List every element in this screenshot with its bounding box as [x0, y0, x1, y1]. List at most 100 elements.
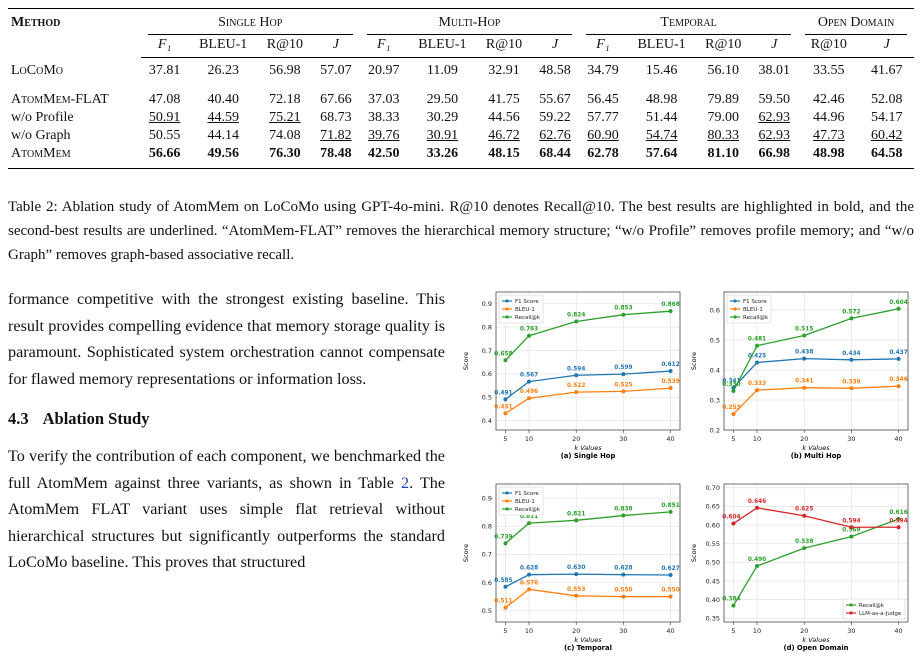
x-axis-label: k Values [802, 636, 830, 644]
data-label: 0.333 [748, 381, 766, 387]
table-caption: Table 2: Ablation study of AtomMem on Lo… [8, 199, 914, 263]
value-cell: 72.18 [269, 92, 301, 107]
point [755, 343, 760, 348]
column-header: BLEU-1 [407, 36, 478, 58]
point [503, 411, 508, 416]
point [849, 316, 854, 321]
value-cell: 52.08 [870, 92, 903, 107]
value-cell: 50.91 [148, 110, 181, 125]
y-tick-label: 0.3 [710, 396, 720, 404]
value-cell: 44.14 [207, 128, 239, 143]
x-tick-label: 20 [572, 627, 580, 635]
value-cell: 48.15 [477, 145, 532, 169]
value-cell: 42.46 [813, 92, 845, 107]
point [668, 509, 673, 514]
group-header: Multi-Hop [359, 8, 579, 36]
x-tick-label: 30 [847, 435, 855, 443]
column-header: R@10 [798, 36, 860, 58]
y-tick-label: 0.6 [482, 370, 492, 378]
data-label: 0.594 [889, 518, 907, 524]
legend: F1 Score BLEU-1 Recall@k [498, 294, 544, 324]
legend-marker [733, 307, 737, 311]
value-cell: 30.91 [426, 128, 459, 143]
value-cell: 76.30 [257, 145, 312, 169]
y-tick-label: 0.9 [482, 300, 492, 308]
data-label: 0.341 [722, 379, 740, 385]
point [621, 594, 626, 599]
value-cell: 26.23 [207, 63, 239, 78]
y-axis-label: Score [462, 352, 470, 370]
body-text: formance competitive with the strongest … [8, 286, 445, 576]
results-table: Method Single Hop Multi-Hop Temporal Open Do… [8, 8, 914, 169]
data-label: 0.630 [567, 565, 585, 571]
column-header: R@10 [477, 36, 532, 58]
column-header: BLEU-1 [188, 36, 258, 58]
data-label: 0.599 [614, 365, 632, 371]
x-axis-label: k Values [802, 444, 830, 452]
point [668, 386, 673, 391]
data-label: 0.384 [722, 597, 740, 603]
x-tick-label: 40 [666, 435, 674, 443]
point [621, 572, 626, 577]
legend-box [842, 598, 906, 620]
table-ref[interactable]: 2 [400, 473, 410, 492]
data-label: 0.658 [494, 351, 512, 357]
value-cell: 41.67 [870, 63, 903, 78]
point [621, 372, 626, 377]
data-label: 0.339 [842, 379, 860, 385]
data-label: 0.434 [842, 351, 860, 357]
value-cell: 56.98 [269, 63, 301, 78]
chart: 0.35 0.40 0.45 0.50 0.55 0.60 0.65 0.70 5 10 20 30 4… [690, 483, 909, 652]
point [668, 309, 673, 314]
y-tick-label: 0.50 [706, 559, 720, 567]
point [503, 584, 508, 589]
group-name: Single Hop [147, 15, 353, 35]
value-cell: 54.17 [870, 110, 903, 125]
value-cell: 79.00 [707, 110, 739, 125]
value-cell: 37.81 [148, 63, 181, 78]
value-cell: 62.93 [758, 110, 790, 125]
point [527, 587, 532, 592]
data-label: 0.550 [614, 588, 632, 594]
value-cell: 79.89 [707, 92, 739, 107]
value-cell: 38.01 [758, 63, 790, 78]
column-header: BLEU-1 [626, 36, 697, 58]
value-cell: 48.58 [539, 63, 571, 78]
x-tick-label: 40 [894, 627, 902, 635]
paragraph: To verify the contribution of each compo… [8, 443, 445, 576]
value-cell: 56.66 [140, 145, 189, 169]
table-row: LoCoMo 37.81 26.23 56.98 57.07 20.97 11.09 32.9… [8, 58, 914, 92]
point [503, 358, 508, 363]
point [668, 594, 673, 599]
legend-label: F1 Score [515, 299, 539, 305]
header-cell: Method [8, 8, 141, 58]
y-tick-label: 0.5 [482, 394, 492, 402]
group-header: Single Hop [140, 8, 360, 36]
method-cell: w/o Graph [11, 128, 71, 143]
value-cell: 48.98 [645, 92, 678, 107]
plot-frame [495, 291, 681, 431]
x-tick-label: 10 [753, 627, 761, 635]
x-axis-label: k Values [574, 444, 602, 452]
point [755, 360, 760, 365]
text: . The AtomMem FLAT variant uses simple f… [8, 473, 446, 572]
paragraph: formance competitive with the strongest … [8, 290, 445, 388]
section-heading: 4.3 Ablation Study [8, 406, 445, 433]
value-cell: 54.74 [645, 128, 678, 143]
point [802, 333, 807, 338]
column-header: J [531, 36, 579, 58]
y-tick-label: 0.7 [482, 551, 492, 559]
method-cell: LoCoMo [11, 62, 64, 78]
header-row: F₁ BLEU-1 R@10 J F₁ BLEU-1 R@10 J F₁ BLEU-1 R@10 J R… [8, 36, 914, 58]
y-tick-label: 0.70 [706, 484, 720, 492]
data-label: 0.490 [748, 557, 766, 563]
y-axis-label: Score [690, 352, 698, 370]
method-cell: AtomMem [8, 145, 141, 169]
y-axis-label: Score [690, 544, 698, 562]
value-cell: 32.91 [488, 63, 520, 78]
series-line [733, 507, 899, 528]
point [503, 605, 508, 610]
data-label: 0.585 [494, 578, 512, 584]
legend-marker [505, 507, 509, 511]
